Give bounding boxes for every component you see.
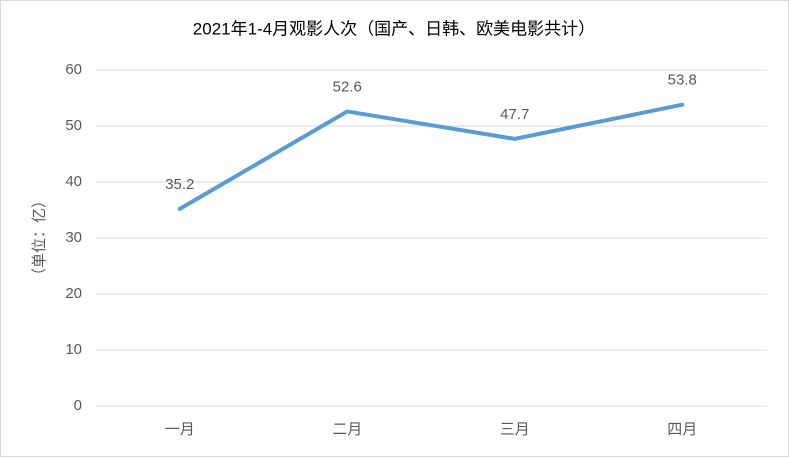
data-label: 47.7 <box>500 106 529 123</box>
y-tick-label: 60 <box>65 61 82 78</box>
y-tick-label: 20 <box>65 285 82 302</box>
y-tick-label: 0 <box>74 397 82 414</box>
x-tick-label: 四月 <box>667 421 697 438</box>
x-tick-label: 二月 <box>332 421 362 438</box>
data-label: 35.2 <box>165 176 194 193</box>
x-tick-label: 一月 <box>165 421 195 438</box>
y-tick-label: 40 <box>65 173 82 190</box>
data-label: 52.6 <box>333 78 362 95</box>
y-tick-label: 10 <box>65 341 82 358</box>
data-line <box>177 102 685 211</box>
y-tick-label: 50 <box>65 117 82 134</box>
chart-title: 2021年1-4月观影人次（国产、日韩、欧美电影共计） <box>193 19 595 38</box>
y-tick-label: 30 <box>65 229 82 246</box>
y-axis-label: （单位：亿） <box>31 193 48 283</box>
data-label: 53.8 <box>668 72 697 89</box>
x-tick-label: 三月 <box>500 421 530 438</box>
